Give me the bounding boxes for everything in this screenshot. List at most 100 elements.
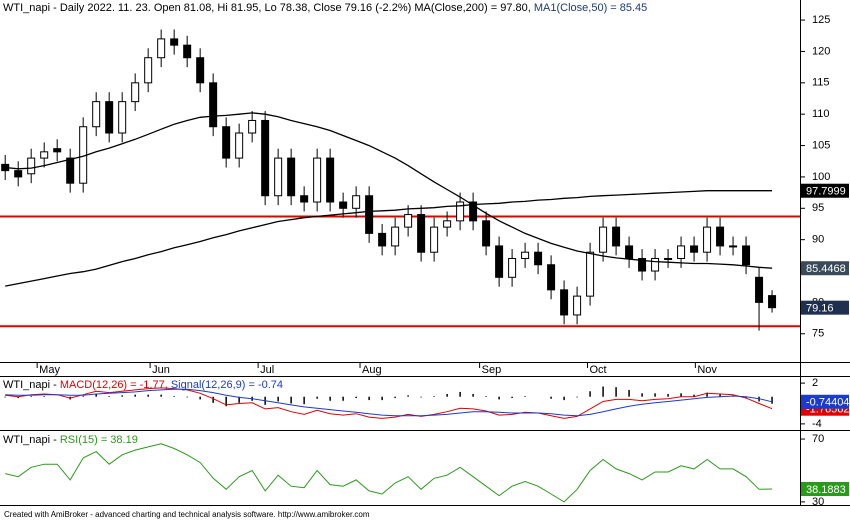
candle-body	[508, 257, 517, 278]
candle-body	[638, 257, 647, 272]
candle-body	[235, 132, 244, 159]
candle-body	[326, 157, 335, 203]
candle-body	[209, 82, 218, 128]
candle-body	[287, 157, 296, 197]
candle-body	[534, 251, 543, 266]
candle-body	[469, 201, 478, 222]
candle-body	[92, 101, 101, 128]
candle-body	[729, 245, 738, 248]
candle-body	[521, 251, 530, 259]
y-tick-label: 100	[812, 171, 830, 183]
candle-body	[339, 201, 348, 209]
candle-body	[14, 170, 23, 178]
candle-body	[651, 257, 660, 272]
series-line	[5, 443, 773, 503]
candle-body	[755, 276, 764, 303]
pane-title: WTI_napi - Daily 2022. 11. 23. Open 81.0…	[3, 2, 647, 14]
candle-body	[53, 148, 62, 153]
candle-body	[768, 295, 777, 309]
pane-title: WTI_napi - RSI(15) = 38.19	[3, 434, 138, 446]
y-tick-label: -4	[812, 418, 822, 430]
candle-body	[313, 157, 322, 203]
candle-body	[664, 257, 673, 260]
last-value-label: 38.1883	[806, 484, 846, 496]
candle-body	[40, 151, 49, 159]
candle-body	[378, 232, 387, 247]
candle-body	[547, 264, 556, 291]
candle-body	[456, 201, 465, 222]
y-tick-label: 2	[812, 377, 818, 389]
candle-body	[365, 195, 374, 234]
candle-body	[131, 82, 140, 103]
x-tick-label: Aug	[362, 364, 382, 376]
candle-body	[157, 38, 166, 59]
candle-body	[612, 226, 621, 247]
last-value-box	[801, 261, 849, 276]
candle-body	[300, 195, 309, 203]
candle-body	[560, 289, 569, 316]
legend-entry: RSI(15) = 38.19	[60, 434, 138, 446]
last-value-label: 85.4468	[806, 263, 846, 275]
candle-body	[144, 57, 153, 84]
y-tick-label: 30	[812, 496, 824, 508]
candle-body	[599, 226, 608, 253]
legend-entry: MACD(12,26) = -1.77,	[60, 379, 168, 391]
y-tick-label: 75	[812, 328, 824, 340]
y-tick-label: 125	[812, 14, 830, 26]
x-tick-label: Nov	[697, 364, 717, 376]
candle-body	[482, 220, 491, 247]
candle-body	[495, 245, 504, 278]
candle-body	[183, 44, 192, 59]
last-value-box	[801, 394, 849, 409]
candle-body	[690, 245, 699, 253]
last-value-box	[801, 482, 849, 497]
x-tick-label: Sep	[482, 364, 502, 376]
candle-body	[274, 157, 283, 197]
candle-body	[586, 251, 595, 297]
legend-entry: Signal(12,26,9) = -0.74	[171, 379, 283, 391]
y-tick-label: 120	[812, 45, 830, 57]
candle-body	[196, 57, 205, 84]
y-tick-label: 90	[812, 234, 824, 246]
x-tick-label: Oct	[589, 364, 606, 376]
x-tick-label: Jun	[152, 364, 170, 376]
candle-body	[625, 245, 634, 259]
candle-body	[430, 226, 439, 253]
x-tick-label: May	[39, 364, 60, 376]
title-text: WTI_napi -	[3, 434, 57, 446]
candle-body	[716, 226, 725, 247]
candle-body	[443, 220, 452, 228]
pane-title: WTI_napi - MACD(12,26) = -1.77, Signal(1…	[3, 379, 283, 391]
y-tick-label: 115	[812, 77, 830, 89]
series-line	[5, 190, 773, 287]
x-tick-label: Jul	[260, 364, 274, 376]
last-value-label: 79.16	[806, 303, 834, 315]
candle-body	[417, 214, 426, 253]
last-value-box	[801, 300, 849, 315]
candle-body	[352, 195, 361, 209]
candle-body	[261, 119, 270, 197]
candle-body	[66, 157, 75, 184]
candle-body	[677, 245, 686, 259]
y-tick-label: 95	[812, 202, 824, 214]
candle-body	[105, 101, 114, 134]
title-text: WTI_napi -	[3, 379, 57, 391]
title-text: WTI_napi - Daily 2022. 11. 23. Open 81.0…	[3, 2, 411, 14]
candle-body	[573, 295, 582, 316]
last-value-label: 97.7999	[806, 186, 846, 198]
candle-body	[170, 38, 179, 46]
last-value-label: -0.74404	[806, 397, 849, 409]
series-line	[5, 388, 773, 417]
candle-body	[248, 119, 257, 134]
footer: Created with AmiBroker - advanced charti…	[4, 510, 370, 519]
candle-body	[222, 126, 231, 159]
legend-entry: MA(Close,200) = 97.80,	[414, 2, 530, 14]
y-tick-label: 105	[812, 139, 830, 151]
series-line	[5, 387, 773, 419]
candle-body	[404, 214, 413, 228]
candle-body	[118, 101, 127, 134]
series-line	[5, 112, 773, 269]
candle-body	[27, 157, 36, 175]
y-tick-label: 110	[812, 108, 830, 120]
